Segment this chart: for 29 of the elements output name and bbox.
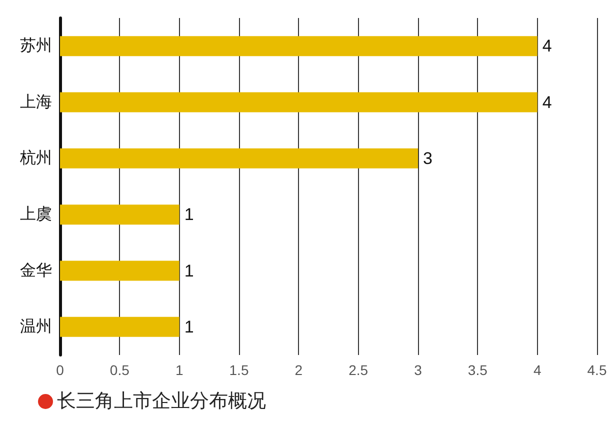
- x-tick-label: 0: [56, 362, 64, 378]
- bar: [60, 92, 538, 112]
- data-label: 4: [542, 92, 552, 112]
- data-label: 1: [184, 261, 194, 280]
- data-label: 4: [542, 36, 552, 56]
- y-tick-label: 温州: [20, 317, 52, 336]
- x-tick-label: 3: [414, 362, 422, 378]
- data-label: 1: [184, 317, 194, 336]
- text: 长三角上市企业分布概况: [57, 389, 266, 414]
- x-tick-label: 3.5: [468, 362, 488, 378]
- x-tick-label: 4: [533, 362, 542, 378]
- y-tick-label: 杭州: [19, 148, 52, 167]
- y-tick-label: 上海: [20, 92, 52, 111]
- bar: [60, 204, 180, 225]
- bar: [60, 36, 538, 56]
- y-tick-label: 苏州: [20, 36, 52, 55]
- y-tick-label: 上虞: [20, 205, 52, 224]
- data-label: 1: [184, 205, 194, 224]
- bar: [60, 148, 418, 168]
- x-tick-label: 2.5: [348, 362, 368, 378]
- bar: [60, 260, 180, 281]
- x-tick-label: 4.5: [587, 362, 607, 378]
- x-tick-label: 2: [294, 362, 303, 378]
- x-tick-label: 1: [175, 362, 184, 378]
- x-tick-label: 0.5: [110, 362, 130, 378]
- x-tick-label: 1.5: [229, 362, 249, 378]
- bar: [60, 316, 180, 337]
- y-tick-label: 金华: [20, 261, 52, 280]
- data-label: 3: [423, 148, 432, 168]
